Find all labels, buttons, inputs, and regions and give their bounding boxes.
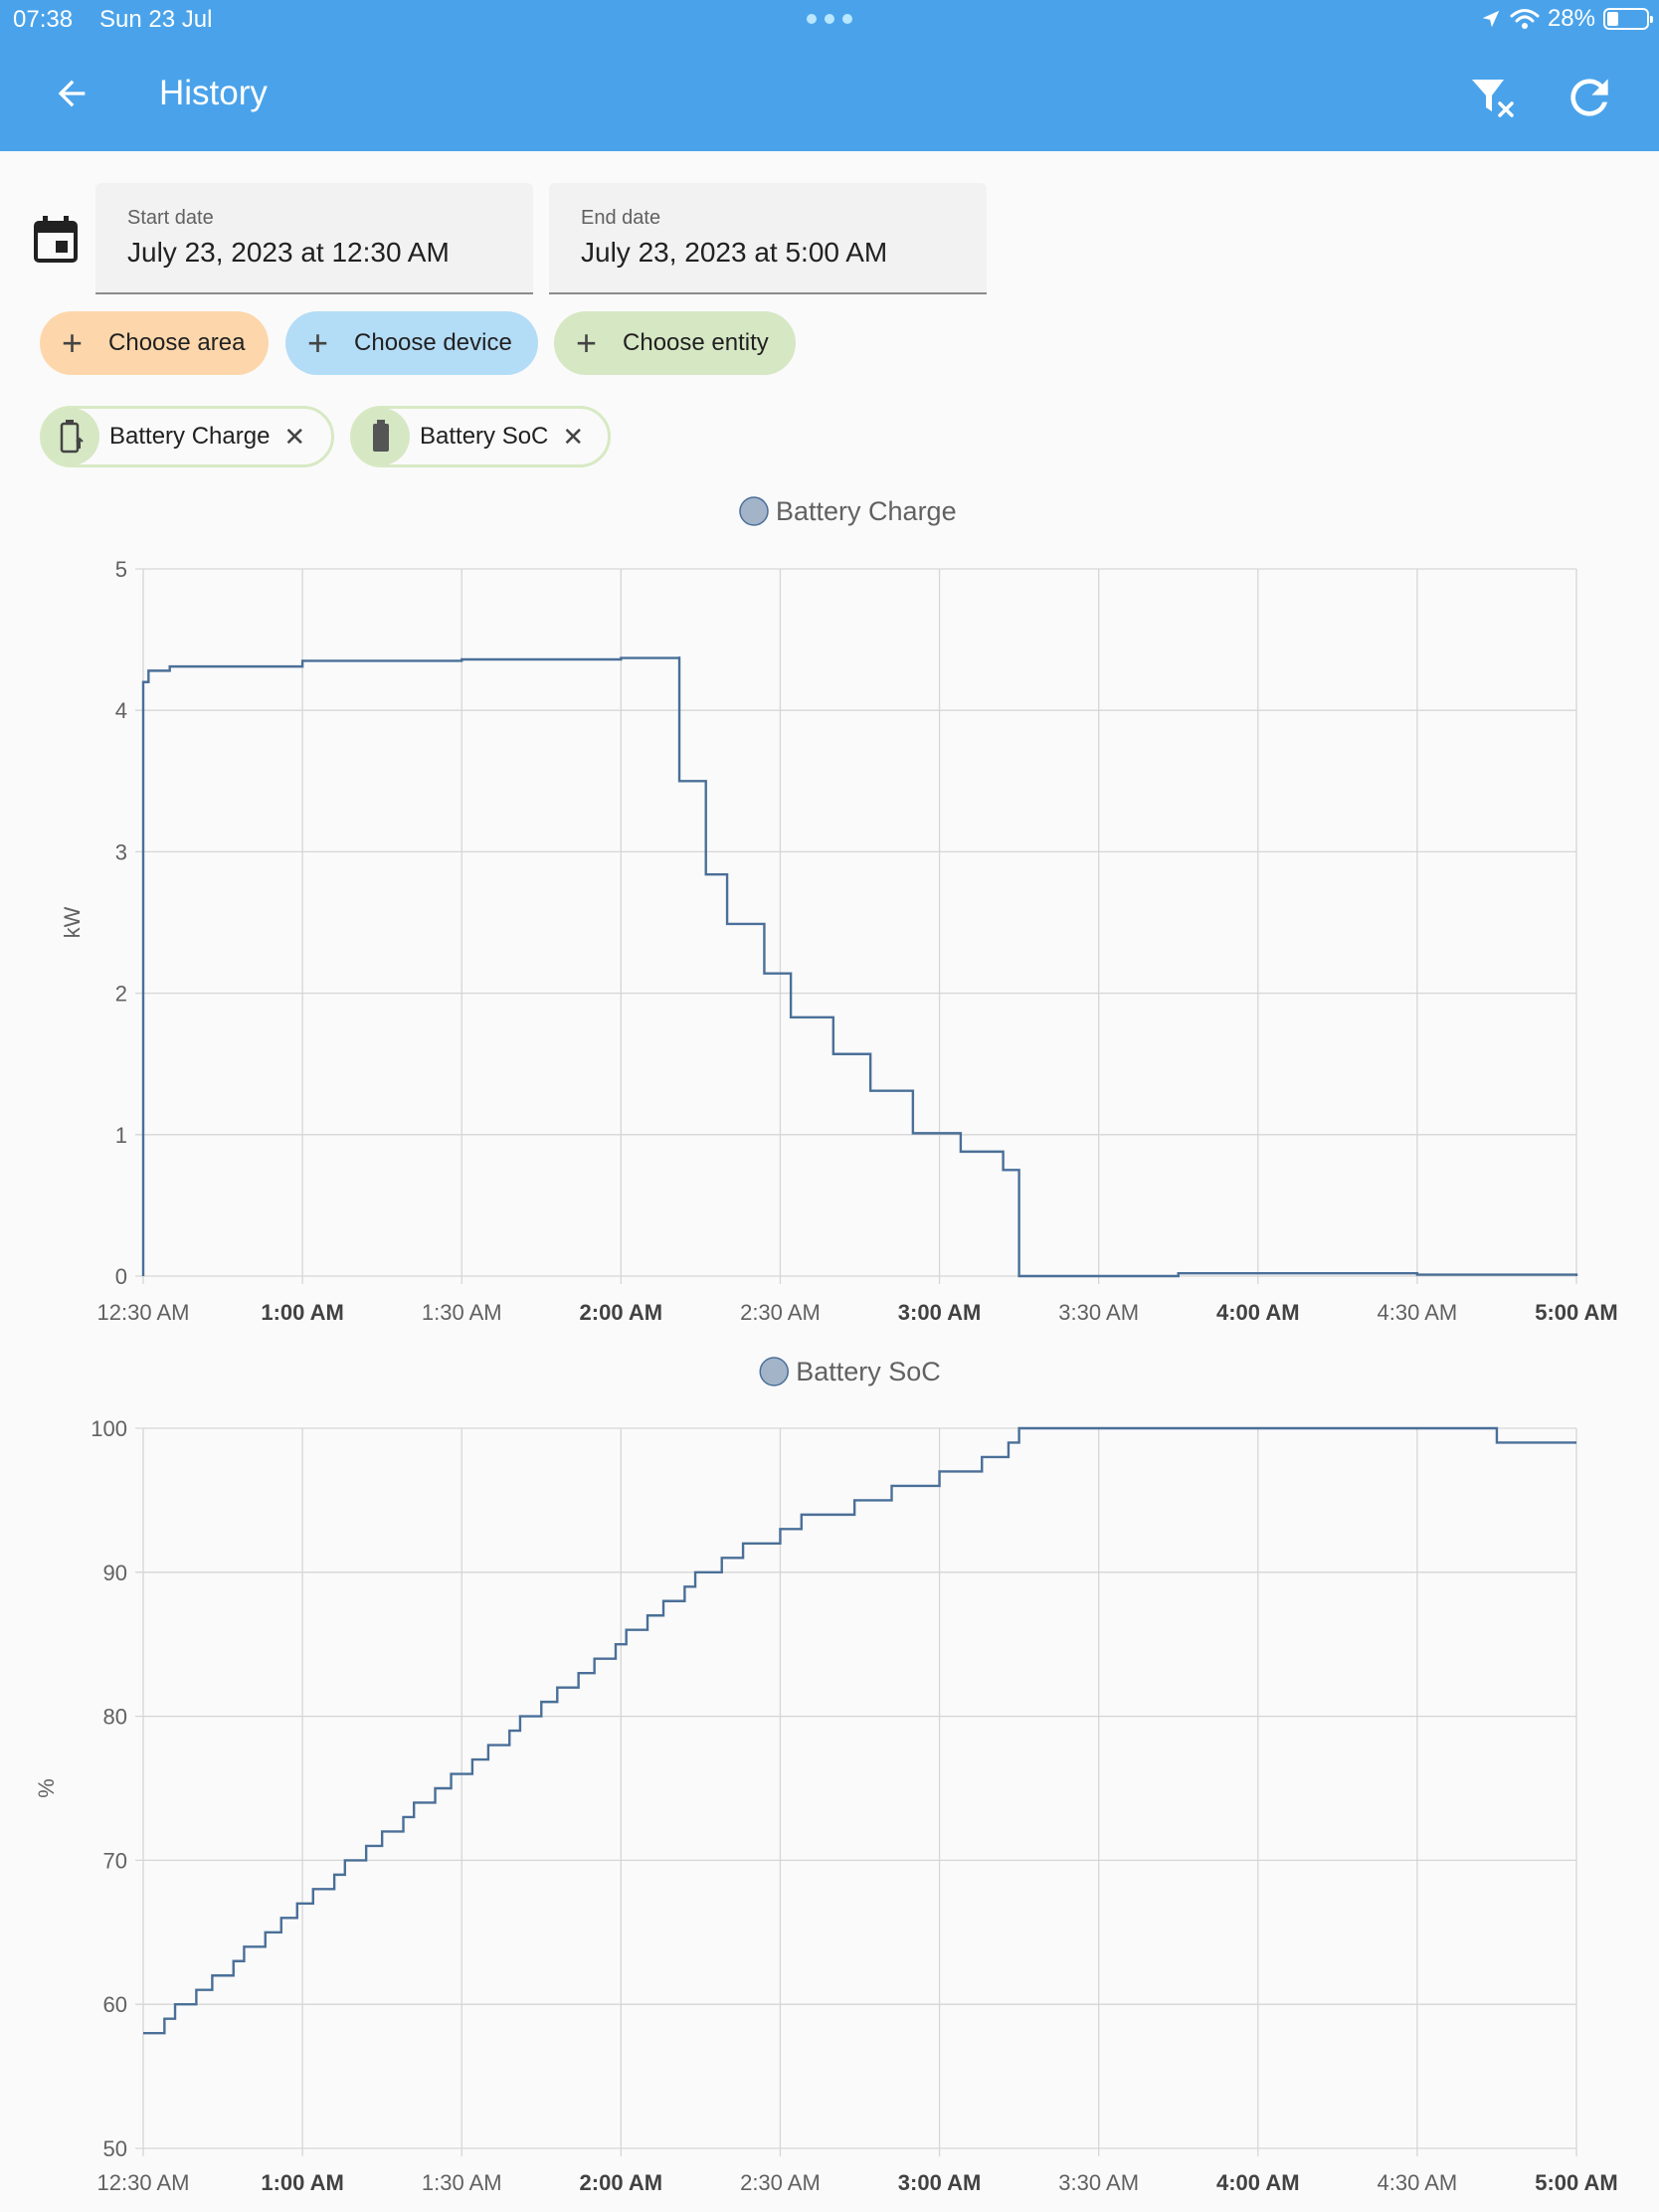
remove-entity-icon[interactable]: ✕ <box>562 421 585 452</box>
x-tick-label: 2:30 AM <box>740 2170 821 2195</box>
status-time: 07:38 <box>13 6 74 33</box>
x-tick-label: 3:00 AM <box>898 2170 982 2195</box>
y-tick-label: 2 <box>115 982 127 1007</box>
legend-marker[interactable] <box>759 1357 789 1386</box>
entity-chip-battery-charge[interactable]: Battery Charge ✕ <box>40 406 334 467</box>
entity-chip-label: Battery Charge <box>109 423 271 450</box>
status-date: Sun 23 Jul <box>99 6 213 33</box>
y-tick-label: 90 <box>103 1561 127 1585</box>
choose-area-label: Choose area <box>108 329 246 356</box>
chart-title: Battery SoC <box>796 1357 941 1386</box>
back-button[interactable] <box>46 68 97 119</box>
x-tick-label: 3:30 AM <box>1058 2170 1139 2195</box>
entity-chip-battery-soc[interactable]: Battery SoC ✕ <box>350 406 611 467</box>
x-tick-label: 1:00 AM <box>261 2170 344 2195</box>
series-line-0[interactable] <box>141 656 1578 1278</box>
x-tick-label: 1:00 AM <box>261 1300 344 1325</box>
y-axis-label: kW <box>60 906 85 938</box>
refresh-icon <box>1570 79 1608 116</box>
y-tick-label: 0 <box>115 1264 127 1289</box>
x-tick-label: 12:30 AM <box>97 1300 190 1325</box>
choose-entity-button[interactable]: + Choose entity <box>554 311 796 375</box>
x-tick-label: 3:00 AM <box>898 1300 982 1325</box>
y-tick-label: 80 <box>103 1705 127 1730</box>
choose-device-label: Choose device <box>354 329 512 356</box>
y-tick-label: 3 <box>115 839 127 864</box>
choose-device-button[interactable]: + Choose device <box>285 311 538 375</box>
x-tick-label: 4:30 AM <box>1378 1300 1458 1325</box>
x-tick-label: 1:30 AM <box>422 1300 502 1325</box>
choose-area-button[interactable]: + Choose area <box>40 311 269 375</box>
arrow-left-icon <box>58 80 86 107</box>
start-date-label: Start date <box>127 207 214 229</box>
entity-chip-label: Battery SoC <box>420 423 549 450</box>
plus-icon: + <box>576 322 598 363</box>
start-date-field[interactable]: Start date July 23, 2023 at 12:30 AM <box>95 183 533 294</box>
chart-title: Battery Charge <box>776 496 957 526</box>
page-title: History <box>159 74 268 112</box>
y-tick-label: 5 <box>115 557 127 582</box>
wifi-icon <box>1510 9 1540 29</box>
battery-percentage: 28% <box>1547 5 1595 32</box>
x-tick-label: 4:30 AM <box>1378 2170 1458 2195</box>
x-tick-label: 4:00 AM <box>1216 1300 1300 1325</box>
end-date-value: July 23, 2023 at 5:00 AM <box>581 237 888 268</box>
end-date-label: End date <box>581 207 661 229</box>
app-bar: History <box>0 40 1659 151</box>
location-icon <box>1482 10 1500 28</box>
y-axis-label: % <box>34 1778 59 1798</box>
refresh-button[interactable] <box>1562 70 1617 125</box>
calendar-icon <box>34 216 78 263</box>
clear-filter-button[interactable] <box>1464 70 1520 125</box>
multitasking-dots-icon[interactable] <box>807 14 852 26</box>
remove-entity-icon[interactable]: ✕ <box>283 421 306 452</box>
end-date-field[interactable]: End date July 23, 2023 at 5:00 AM <box>549 183 987 294</box>
x-tick-label: 2:00 AM <box>580 1300 663 1325</box>
y-tick-label: 70 <box>103 1848 127 1873</box>
x-tick-label: 5:00 AM <box>1535 2170 1618 2195</box>
x-tick-label: 4:00 AM <box>1216 2170 1300 2195</box>
plus-icon: + <box>62 322 84 363</box>
x-tick-label: 2:00 AM <box>580 2170 663 2195</box>
y-tick-label: 4 <box>115 698 127 723</box>
battery-icon <box>352 408 410 465</box>
x-tick-label: 1:30 AM <box>422 2170 502 2195</box>
x-tick-label: 2:30 AM <box>740 1300 821 1325</box>
battery-charging-icon <box>42 408 99 465</box>
x-tick-label: 5:00 AM <box>1535 1300 1618 1325</box>
battery-icon <box>1603 8 1653 30</box>
filter-remove-icon <box>1472 80 1514 117</box>
start-date-value: July 23, 2023 at 12:30 AM <box>127 237 450 268</box>
legend-marker[interactable] <box>739 496 769 526</box>
x-tick-label: 3:30 AM <box>1058 1300 1139 1325</box>
status-bar: 07:38 Sun 23 Jul 28% <box>0 0 1659 40</box>
y-tick-label: 1 <box>115 1123 127 1148</box>
y-tick-label: 60 <box>103 1992 127 2017</box>
y-tick-label: 100 <box>91 1416 127 1441</box>
x-tick-label: 12:30 AM <box>97 2170 190 2195</box>
choose-entity-label: Choose entity <box>623 329 769 356</box>
battery-soc-chart: Battery SoC 12:30 AM 1:00 AM 1:30 AM 2:00 AM… <box>34 1357 1618 2195</box>
plus-icon: + <box>307 322 329 363</box>
y-tick-label: 50 <box>103 2136 127 2161</box>
series-line-0[interactable] <box>143 1426 1576 2035</box>
